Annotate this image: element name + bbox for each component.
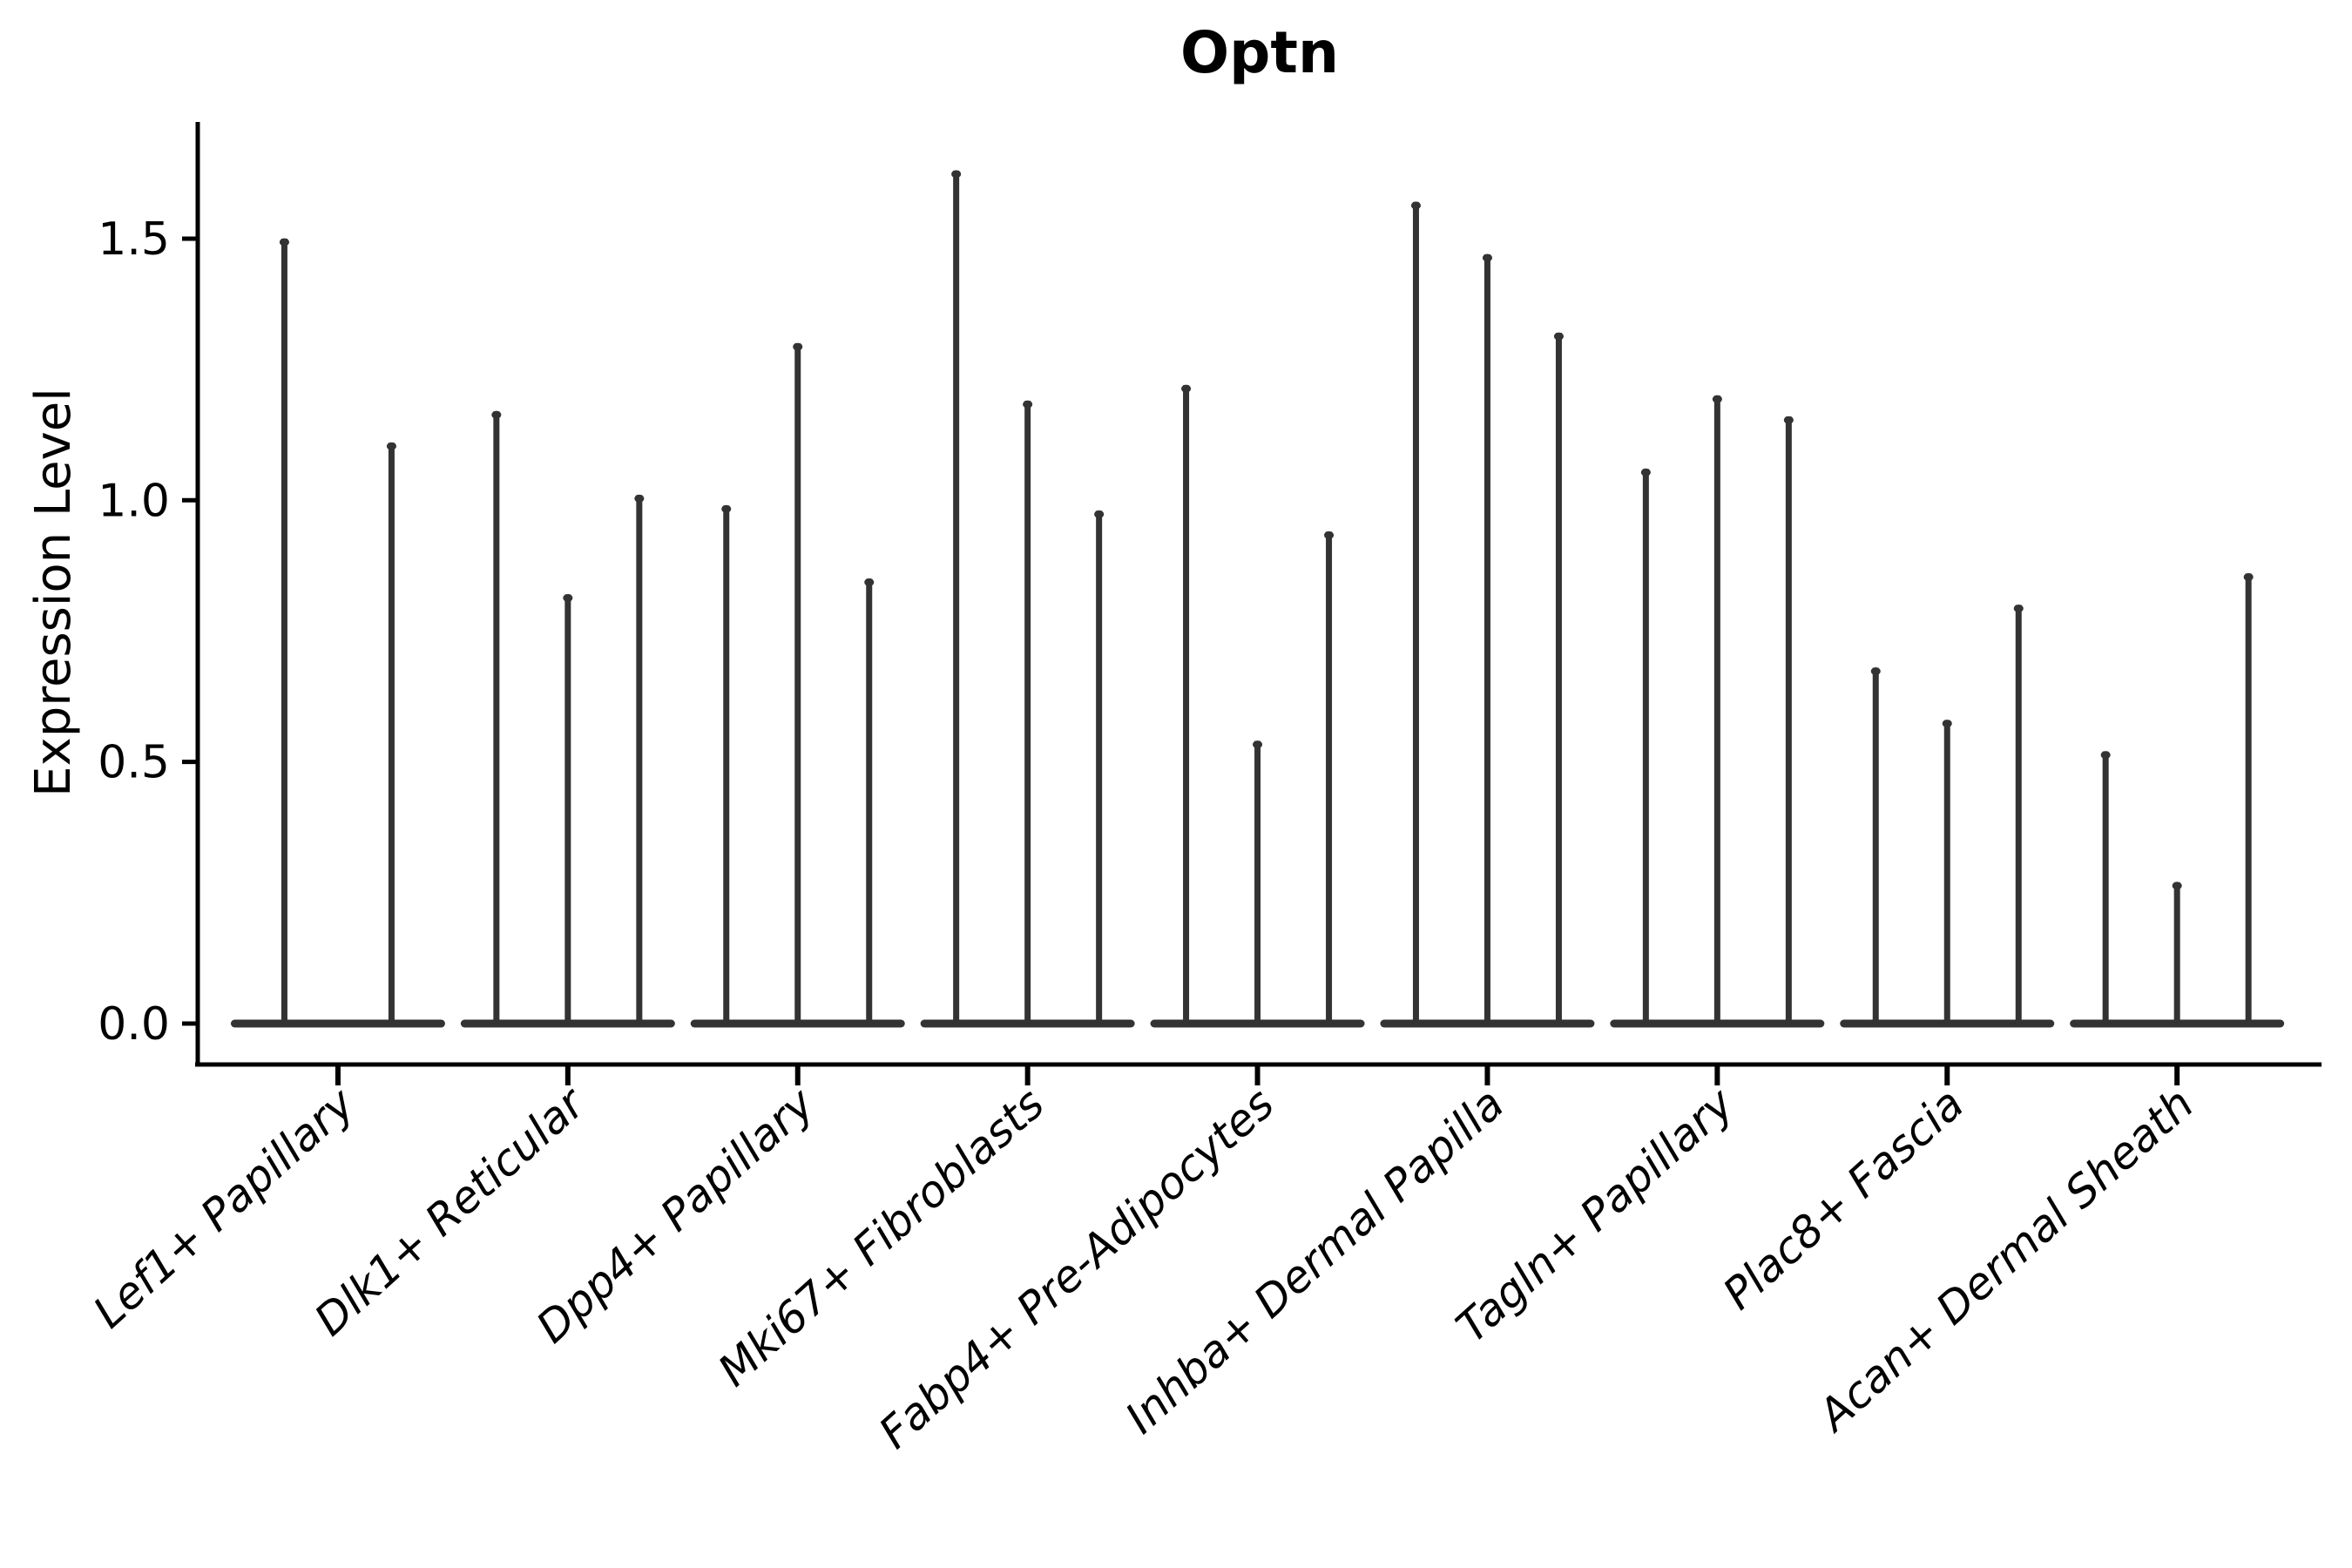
violin-spike bbox=[2102, 751, 2109, 1024]
y-tick-label: 0.0 bbox=[98, 998, 170, 1051]
y-axis-label: Expression Level bbox=[25, 388, 82, 797]
violin-spike bbox=[2015, 605, 2022, 1024]
violin-spike-cap bbox=[1640, 468, 1651, 476]
violin-spike-cap bbox=[1410, 201, 1421, 210]
violin-spike-cap bbox=[793, 342, 803, 351]
violin-spike-cap bbox=[1253, 740, 1263, 749]
violin-spike bbox=[1484, 253, 1490, 1024]
y-tick-label: 0.5 bbox=[98, 737, 170, 789]
violin-spike-cap bbox=[1942, 720, 1952, 728]
violin-spike bbox=[1713, 395, 1720, 1024]
violin-spike-cap bbox=[1482, 253, 1492, 262]
violin-spike bbox=[280, 238, 287, 1024]
violin-spike bbox=[636, 495, 643, 1024]
violin-spike bbox=[1254, 740, 1261, 1024]
violin-spike bbox=[723, 505, 730, 1024]
x-tick-label: Acan+ Dermal Sheath bbox=[1807, 1078, 2203, 1443]
violin-spike-cap bbox=[491, 410, 502, 419]
violin-spike-cap bbox=[1553, 332, 1564, 341]
x-tick-label: Inhba+ Dermal Papilla bbox=[1116, 1078, 1514, 1443]
y-tick-label: 1.0 bbox=[98, 475, 170, 527]
violin-spike bbox=[2245, 573, 2252, 1024]
violin-spike-cap bbox=[721, 504, 732, 513]
violin-spike bbox=[1412, 201, 1419, 1024]
violin-spike bbox=[1642, 469, 1649, 1024]
violin-spike-cap bbox=[1023, 400, 1033, 409]
violin-spike bbox=[866, 578, 873, 1024]
violin-spike bbox=[1096, 510, 1103, 1024]
violin-spike bbox=[2173, 882, 2180, 1024]
violin-spike-cap bbox=[386, 442, 396, 450]
x-tick-label: Plac8+ Fascia bbox=[1713, 1078, 1973, 1320]
x-tick-label: Fabp4+ Pre-Adipocytes bbox=[869, 1078, 1284, 1458]
violin-spike bbox=[1943, 720, 1950, 1024]
violin-spike bbox=[1872, 667, 1879, 1024]
violin-spike-cap bbox=[1783, 416, 1794, 424]
chart-title: Optn bbox=[1180, 19, 1339, 86]
violin-spike bbox=[388, 443, 395, 1024]
violin-spike-cap bbox=[563, 593, 573, 602]
violin-spike bbox=[1785, 416, 1792, 1024]
violin-spike-cap bbox=[951, 170, 962, 179]
violin-spike-cap bbox=[1324, 531, 1335, 539]
y-tick-label: 1.5 bbox=[98, 213, 170, 266]
violin-spike bbox=[794, 343, 801, 1024]
violin-spike-cap bbox=[1094, 510, 1105, 518]
violin-spike-cap bbox=[2172, 882, 2182, 890]
violin-spike bbox=[493, 411, 500, 1024]
violin-spike-cap bbox=[2100, 751, 2111, 760]
violin-spike-cap bbox=[279, 238, 289, 247]
violin-spike-cap bbox=[2243, 572, 2254, 581]
violin-spike-cap bbox=[2013, 604, 2024, 612]
violin-spike bbox=[564, 594, 571, 1024]
violin-spike bbox=[1326, 531, 1333, 1024]
violin-spike-cap bbox=[1181, 384, 1192, 393]
violin-spike-cap bbox=[1712, 395, 1722, 403]
violin-spike bbox=[953, 170, 960, 1024]
violin-spike bbox=[1024, 401, 1031, 1024]
violin-spike bbox=[1183, 385, 1190, 1024]
violin-baseline bbox=[230, 1019, 445, 1028]
violin-spike-cap bbox=[1870, 667, 1881, 676]
violin-spike bbox=[1555, 333, 1562, 1024]
violin-spike-cap bbox=[864, 578, 875, 586]
violin-spike-cap bbox=[634, 494, 645, 503]
